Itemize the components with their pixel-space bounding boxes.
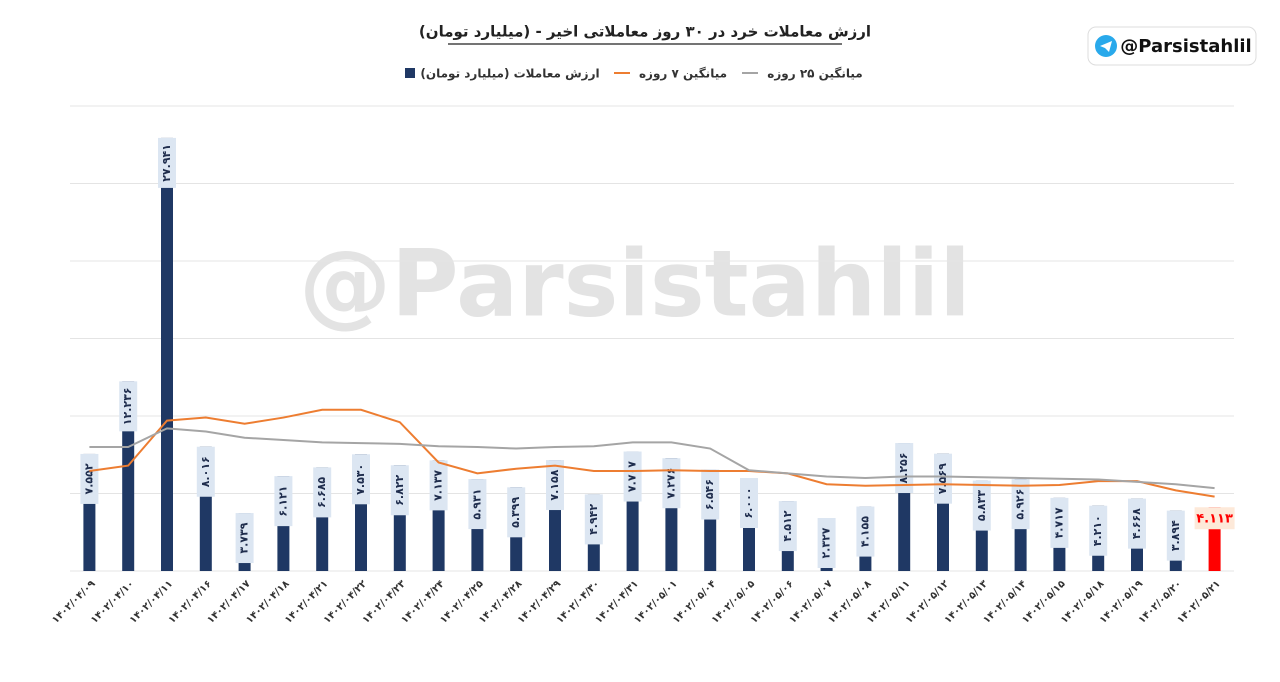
value-label: ۷.۵۵۲ bbox=[82, 463, 95, 494]
line bbox=[89, 427, 1215, 490]
value-label-box bbox=[80, 453, 99, 504]
value-label-box bbox=[856, 506, 875, 557]
value-label: ۵.۸۳۳ bbox=[975, 490, 988, 521]
value-label-box bbox=[623, 451, 642, 502]
value-label-box bbox=[196, 446, 215, 497]
value-label: ۶.۰۰۰ bbox=[742, 487, 755, 518]
value-label-box bbox=[1050, 497, 1069, 548]
value-label: ۵.۳۹۹ bbox=[509, 497, 522, 528]
value-label: ۴.۹۴۲ bbox=[587, 504, 600, 535]
value-label: ۱۲.۲۳۶ bbox=[121, 387, 134, 425]
value-label-box bbox=[468, 479, 487, 530]
bar bbox=[161, 137, 173, 572]
value-label: ۴.۱۵۵ bbox=[858, 516, 871, 547]
value-label: ۲۷.۹۴۱ bbox=[160, 144, 173, 182]
value-label-box bbox=[1011, 479, 1030, 530]
value-label: ۷.۵۳۰ bbox=[354, 464, 367, 495]
value-label: ۸.۰۱۶ bbox=[199, 456, 212, 487]
value-label-box bbox=[1166, 510, 1185, 561]
legend-label: میانگین ۷ روزه bbox=[639, 67, 727, 82]
value-label: ۵.۹۳۱ bbox=[470, 489, 483, 520]
value-label-box bbox=[1194, 507, 1235, 530]
value-label-box bbox=[740, 478, 758, 528]
value-label-box bbox=[584, 494, 603, 545]
value-label-box bbox=[546, 460, 564, 511]
value-label: ۷.۱۵۸ bbox=[548, 469, 561, 500]
line bbox=[89, 408, 1215, 498]
value-label: ۴.۶۶۸ bbox=[1130, 508, 1143, 539]
value-label-box bbox=[895, 443, 914, 494]
value-label-box bbox=[313, 467, 332, 518]
value-label: ۷.۵۶۹ bbox=[936, 463, 949, 494]
value-label-box bbox=[701, 469, 720, 520]
value-label: ۳.۷۳۹ bbox=[238, 522, 251, 553]
value-label: ۵.۹۲۶ bbox=[1014, 489, 1027, 520]
value-label-box bbox=[429, 460, 448, 511]
value-label: ۴.۷۱۷ bbox=[1052, 507, 1065, 538]
value-label: ۶.۸۲۲ bbox=[393, 474, 406, 505]
legend-label: ارزش معاملات (میلیارد تومان) bbox=[420, 67, 599, 82]
badge-text: @Parsistahlil bbox=[1120, 36, 1251, 57]
value-label-box bbox=[817, 518, 836, 568]
badge-box bbox=[1087, 26, 1257, 66]
value-label-box bbox=[158, 137, 176, 188]
value-label: ۶.۱۲۱ bbox=[276, 486, 289, 517]
value-label-box bbox=[235, 513, 254, 564]
value-label: ۸.۲۵۶ bbox=[897, 453, 910, 484]
telegram-plane bbox=[1100, 41, 1112, 52]
value-label-box bbox=[1089, 505, 1108, 556]
value-label-box bbox=[972, 480, 991, 531]
value-label: ۶.۵۴۶ bbox=[703, 479, 716, 510]
value-label-box bbox=[1128, 498, 1146, 549]
value-label: ۲.۳۲۷ bbox=[820, 527, 833, 558]
value-label: ۷.۲۷۶ bbox=[664, 468, 677, 499]
value-label: ۴.۵۱۲ bbox=[781, 510, 794, 541]
value-label-box bbox=[119, 381, 138, 432]
value-label: ۷.۱۳۷ bbox=[432, 470, 445, 501]
value-label-box bbox=[507, 487, 526, 538]
value-label: ۴.۱۱۳ bbox=[1196, 512, 1233, 527]
value-label-box bbox=[390, 465, 409, 516]
value-label: ۶.۶۸۵ bbox=[315, 477, 328, 508]
value-label: ۷.۷۰۷ bbox=[626, 461, 639, 492]
value-label-box bbox=[934, 453, 952, 504]
value-label-box bbox=[778, 501, 797, 552]
value-label: ۳.۸۹۴ bbox=[1169, 520, 1182, 551]
chart-title: ارزش معاملات خرد در ۳۰ روز معاملاتی اخیر… bbox=[419, 23, 871, 41]
legend-label: میانگین ۲۵ روزه bbox=[767, 67, 862, 82]
value-label-box bbox=[352, 454, 370, 505]
legend-swatch bbox=[405, 68, 415, 78]
value-label: ۴.۲۱۰ bbox=[1091, 515, 1104, 546]
value-label-box bbox=[274, 476, 293, 527]
watermark: @Parsistahlil bbox=[299, 230, 971, 337]
